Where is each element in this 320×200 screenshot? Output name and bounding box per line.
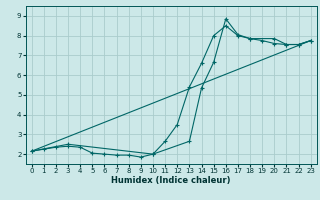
X-axis label: Humidex (Indice chaleur): Humidex (Indice chaleur) xyxy=(111,176,231,185)
